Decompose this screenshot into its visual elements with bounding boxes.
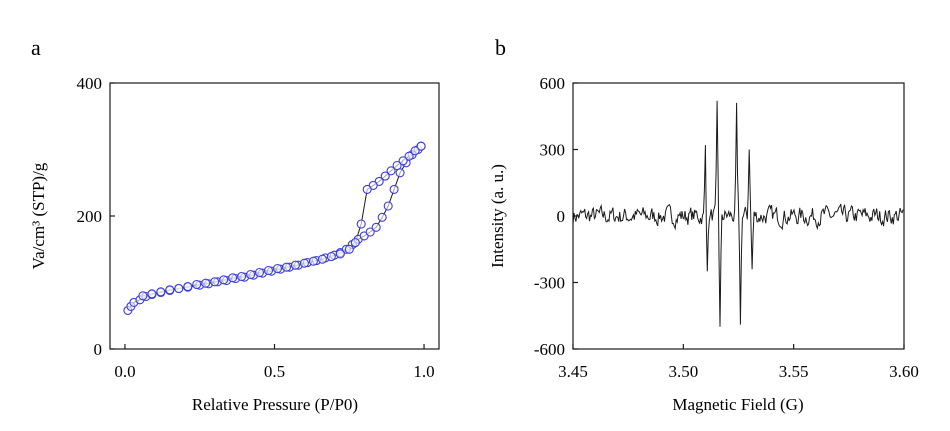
isotherm-chart: a 0.0 0.5 1.0 0 200 400 Relative Pressure (P/… [29,35,440,414]
data-point [371,222,381,232]
data-point [281,262,292,272]
y-tick-label: 400 [77,74,103,93]
data-point [237,271,247,282]
data-point [365,227,375,237]
data-point [392,160,402,171]
data-point [165,285,175,295]
data-point [383,201,393,211]
data-point [246,269,256,280]
data-point [356,219,366,229]
panel-a-points [123,141,426,315]
panel-a-x-axis-title: Relative Pressure (P/P0) [192,395,358,414]
y-tick-label: -300 [534,274,565,293]
y-tick-label: 300 [540,141,566,160]
data-point [344,244,354,254]
data-point [416,141,426,151]
data-point [201,278,211,288]
data-point [389,184,399,194]
panel-b-ticks: 3.45 3.50 3.55 3.60 -600 -300 0 300 600 [534,74,919,381]
data-point [317,254,327,264]
data-point [290,260,300,270]
y-tick-label: 200 [77,207,103,226]
x-tick-label: 1.0 [413,362,434,381]
data-point [326,252,336,262]
x-tick-label: 0.0 [114,362,135,381]
panel-b-series-lines [572,100,904,327]
data-point [138,291,148,301]
data-point [263,265,274,276]
data-point [254,267,265,278]
epr-chart: b 3.45 3.50 3.55 3.60 -600 -300 0 300 600 Magnet… [488,35,919,414]
data-point [183,281,193,292]
spectrum-line [572,100,904,327]
data-point [192,279,202,290]
data-point [350,238,360,248]
panel-a-ticks: 0.0 0.5 1.0 0 200 400 [77,74,435,381]
data-point [308,256,318,266]
x-tick-label: 3.60 [889,362,919,381]
data-point [410,146,420,156]
x-tick-label: 0.5 [264,362,285,381]
data-point [228,273,238,283]
y-tick-label: 600 [540,74,566,93]
x-tick-label: 3.55 [779,362,809,381]
x-tick-label: 3.50 [668,362,698,381]
data-point [398,156,408,166]
panel-b-label: b [495,35,506,60]
data-point [299,258,309,268]
y-tick-label: 0 [557,207,566,226]
panel-b-x-axis-title: Magnetic Field (G) [672,395,803,414]
panel-b-y-axis-title: Intensity (a. u.) [488,164,507,268]
data-point [362,184,372,194]
panel-a-plot-frame [109,82,440,350]
data-point [404,151,414,161]
x-tick-label: 3.45 [558,362,588,381]
data-point [210,277,220,287]
data-point [156,287,166,297]
y-tick-label: -600 [534,340,565,359]
data-point [219,275,229,285]
data-point [147,289,157,299]
y-tick-label: 0 [94,340,103,359]
data-point [380,171,390,181]
data-point [335,249,345,259]
data-point [174,283,184,294]
data-point [377,212,387,222]
data-point [386,166,396,176]
panel-a-label: a [31,35,41,60]
data-point [272,263,283,274]
panel-a-y-axis-title: Va/cm³ (STP)/g [29,162,48,269]
